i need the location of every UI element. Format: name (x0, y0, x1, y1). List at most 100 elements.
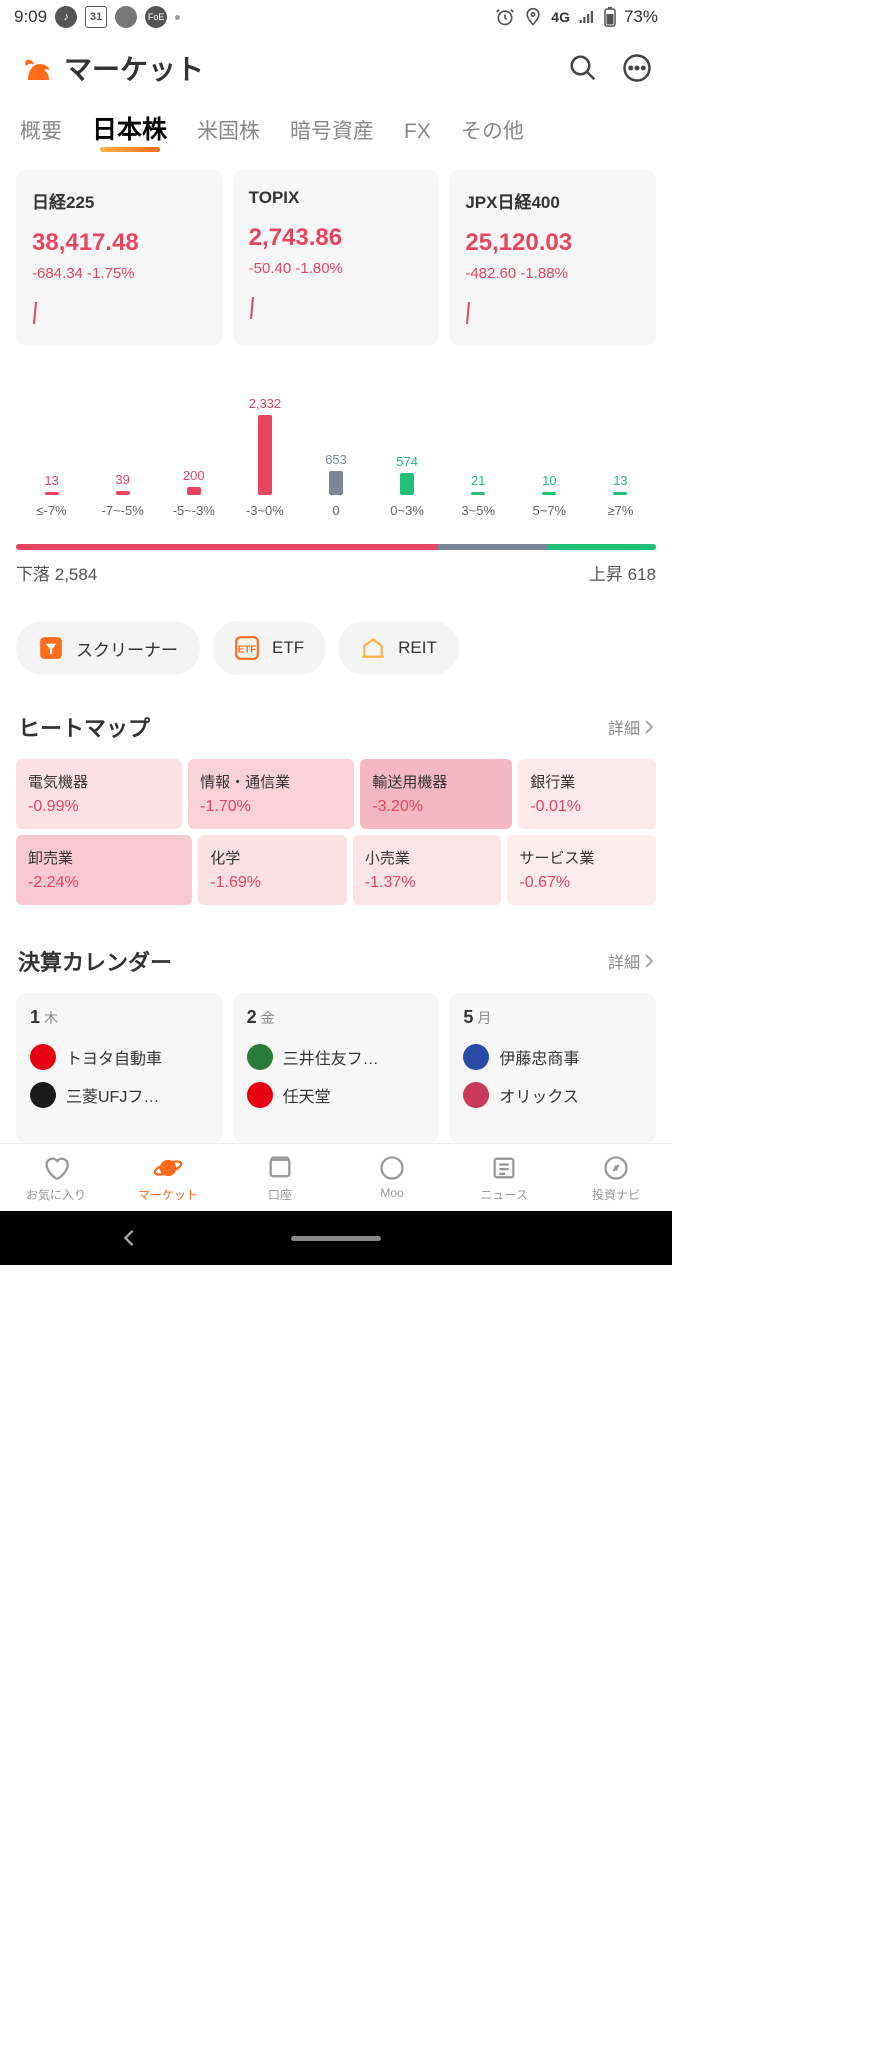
company-name: オリックス (499, 1083, 579, 1107)
heatmap-more-button[interactable]: 詳細 (608, 715, 654, 739)
android-back-icon[interactable] (120, 1229, 138, 1247)
nav-item-compass[interactable]: 投資ナビ (560, 1154, 672, 1203)
distribution-histogram: 13 39 200 2,332 653 574 21 10 13 ≤-7%-7~… (0, 355, 672, 526)
quick-action-button[interactable]: ETFETF (212, 621, 326, 675)
ratio-segment (438, 544, 547, 550)
hist-count: 10 (542, 473, 556, 488)
index-card[interactable]: JPX日経400 25,120.03 -482.60 -1.88% (449, 170, 656, 345)
quick-action-button[interactable]: REIT (338, 621, 459, 675)
sparkline-icon (465, 300, 505, 326)
calendar-day-card[interactable]: 2金 三井住友フ… 任天堂 (233, 993, 440, 1143)
hist-bar (187, 487, 201, 495)
sector-name: サービス業 (519, 847, 644, 868)
hist-label: -5~-3% (158, 503, 229, 518)
quick-action-label: REIT (398, 638, 437, 658)
heatmap-cell[interactable]: 銀行業-0.01% (518, 759, 656, 829)
nav-label: お気に入り (26, 1186, 86, 1203)
calendar-cards: 1木 トヨタ自動車 三菱UFJフ… 2金 三井住友フ… 任天堂 5月 伊藤忠商事… (0, 993, 672, 1143)
news-icon (490, 1154, 518, 1182)
index-value: 25,120.03 (465, 229, 640, 257)
index-card[interactable]: 日経225 38,417.48 -684.34 -1.75% (16, 170, 223, 345)
chevron-right-icon (644, 954, 654, 968)
hist-count: 2,332 (249, 396, 282, 411)
sector-change: -0.67% (519, 874, 644, 892)
company-logo-icon (463, 1044, 489, 1070)
hist-count: 13 (44, 473, 58, 488)
index-change: -50.40 -1.80% (249, 260, 424, 277)
heatmap-cell[interactable]: 化学-1.69% (198, 835, 347, 905)
nav-item-planet[interactable]: マーケット (112, 1154, 224, 1203)
etf-icon: ETF (234, 635, 260, 661)
heatmap-cell[interactable]: 小売業 -1.37% (353, 835, 502, 905)
sector-name: 化学 (210, 847, 335, 868)
earnings-item[interactable]: オリックス (463, 1082, 642, 1108)
notification-dot (175, 15, 180, 20)
heatmap-cell[interactable]: サービス業 -0.67% (507, 835, 656, 905)
earnings-item[interactable]: 三菱UFJフ… (30, 1082, 209, 1108)
company-name: 三菱UFJフ… (66, 1083, 159, 1107)
hist-bar (400, 473, 414, 495)
calendar-date: 1木 (30, 1007, 209, 1028)
nav-item-wallet[interactable]: 口座 (224, 1154, 336, 1203)
android-home-pill[interactable] (291, 1236, 381, 1241)
company-name: トヨタ自動車 (66, 1045, 162, 1069)
tab-0[interactable]: 概要 (20, 115, 62, 145)
hist-label: -7~-5% (87, 503, 158, 518)
earnings-item[interactable]: トヨタ自動車 (30, 1044, 209, 1070)
sector-name: 電気機器 (28, 771, 170, 792)
network-label: 4G (551, 9, 570, 25)
hist-count: 39 (115, 472, 129, 487)
heatmap-cell[interactable]: 卸売業-2.24% (16, 835, 192, 905)
index-value: 2,743.86 (249, 224, 424, 252)
heatmap-cell[interactable]: 輸送用機器-3.20% (360, 759, 512, 829)
nav-item-heart[interactable]: お気に入り (0, 1154, 112, 1203)
hist-bar (45, 492, 59, 495)
calendar-day-card[interactable]: 1木 トヨタ自動車 三菱UFJフ… (16, 993, 223, 1143)
filter-icon (38, 635, 64, 661)
index-card[interactable]: TOPIX 2,743.86 -50.40 -1.80% (233, 170, 440, 345)
calendar-title: 決算カレンダー (18, 945, 172, 977)
sector-name: 情報・通信業 (200, 771, 342, 792)
hist-column: 2,332 (229, 396, 300, 495)
app-icon (115, 6, 137, 28)
sector-name: 銀行業 (530, 771, 644, 792)
nav-item-news[interactable]: ニュース (448, 1154, 560, 1203)
earnings-item[interactable]: 三井住友フ… (247, 1044, 426, 1070)
status-time: 9:09 (14, 7, 47, 27)
circle-icon (378, 1154, 406, 1182)
svg-text:ETF: ETF (238, 644, 256, 655)
tab-1[interactable]: 日本株 (92, 110, 167, 146)
heatmap-cell[interactable]: 情報・通信業-1.70% (188, 759, 354, 829)
company-logo-icon (30, 1044, 56, 1070)
quick-action-button[interactable]: スクリーナー (16, 621, 200, 675)
up-down-counts: 下落 2,584 上昇 618 (0, 560, 672, 585)
tab-4[interactable]: FX (404, 120, 431, 144)
hist-count: 574 (396, 454, 418, 469)
hist-column: 574 (372, 454, 443, 495)
calendar-more-button[interactable]: 詳細 (608, 949, 654, 973)
tab-2[interactable]: 米国株 (197, 115, 260, 145)
tab-5[interactable]: その他 (461, 115, 524, 145)
sector-name: 小売業 (365, 847, 490, 868)
earnings-item[interactable]: 伊藤忠商事 (463, 1044, 642, 1070)
hist-count: 653 (325, 452, 347, 467)
shield-icon: FoE (145, 6, 167, 28)
search-icon[interactable] (568, 53, 598, 83)
tab-3[interactable]: 暗号資産 (290, 115, 374, 145)
sector-change: -1.37% (365, 874, 490, 892)
battery-icon (604, 7, 616, 27)
location-icon (523, 7, 543, 27)
alarm-icon (495, 7, 515, 27)
nav-item-circle[interactable]: Moo (336, 1154, 448, 1203)
hist-bar (258, 415, 272, 495)
heart-icon (42, 1154, 70, 1182)
heatmap-cell[interactable]: 電気機器-0.99% (16, 759, 182, 829)
more-icon[interactable] (622, 53, 652, 83)
nav-label: マーケット (138, 1186, 198, 1203)
calendar-day-card[interactable]: 5月 伊藤忠商事 オリックス (449, 993, 656, 1143)
company-name: 三井住友フ… (283, 1045, 379, 1069)
earnings-item[interactable]: 任天堂 (247, 1082, 426, 1108)
hist-column: 13 (16, 473, 87, 495)
page-title: マーケット (64, 48, 556, 88)
heatmap-header: ヒートマップ 詳細 (0, 711, 672, 759)
